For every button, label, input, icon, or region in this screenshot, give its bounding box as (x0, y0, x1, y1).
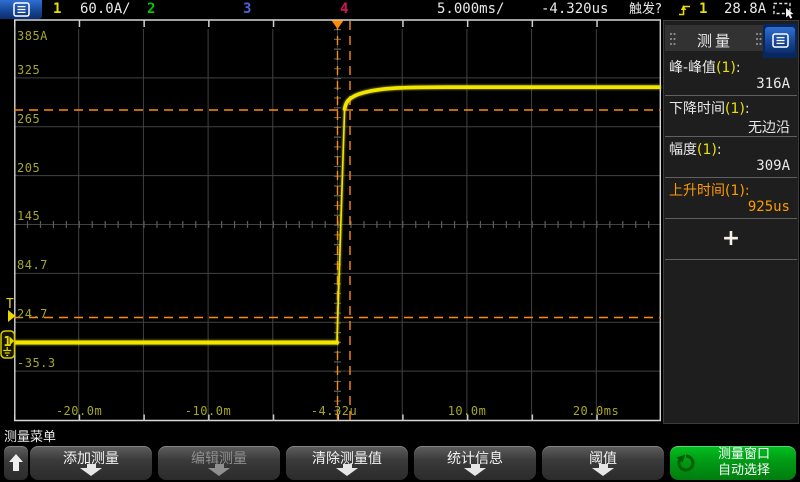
softkey-thresholds[interactable]: 阈值 (542, 446, 664, 480)
y-axis-label: -35.3 (17, 356, 56, 370)
measurement-cursor-lines (14, 21, 661, 420)
y-axis-label: 24.7 (17, 307, 48, 321)
down-arrow-icon (592, 464, 614, 476)
y-axis-label: 84.7 (17, 258, 48, 272)
trigger-level-marker[interactable]: T (6, 297, 16, 322)
softkey-label: 阈值 (589, 451, 617, 467)
down-arrow-icon (464, 464, 486, 476)
x-axis-label: -20.0m (55, 404, 103, 418)
menu-icon (771, 32, 789, 48)
softkey-label: 编辑测量 (191, 451, 247, 467)
softkey-label: 添加测量 (63, 451, 119, 467)
channel1-ground-marker[interactable]: 1 (0, 330, 16, 359)
softkey-label: 测量窗口 自动选择 (717, 447, 770, 478)
x-axis-label: -4.32u (310, 404, 358, 418)
channel4-number[interactable]: 4 (340, 1, 349, 17)
selection-cursor-icon[interactable] (772, 1, 798, 19)
delay-readout[interactable]: -4.320us (541, 1, 609, 17)
up-arrow-icon (9, 454, 23, 471)
measurement-label: 幅度(1): (669, 142, 722, 158)
measurement-value: 316A (756, 76, 790, 92)
trigger-level-readout[interactable]: 28.8A (724, 1, 767, 17)
measurement-row-amplitude[interactable]: 幅度(1): 309A (665, 137, 797, 178)
x-axis-label: -10.0m (184, 404, 232, 418)
measurement-list: 峰-峰值(1): 316A 下降时间(1): 无边沿 幅度(1): 309A 上… (665, 55, 797, 260)
down-arrow-icon (208, 464, 230, 476)
add-measurement-button[interactable]: + (665, 219, 797, 260)
trigger-letter: T (6, 297, 14, 312)
softkey-label: 统计信息 (447, 451, 503, 467)
down-arrow-icon (80, 464, 102, 476)
menu-icon (12, 2, 30, 17)
measurement-label: 上升时间(1): (669, 183, 750, 199)
plus-icon: + (721, 226, 741, 251)
main-menu-button[interactable] (0, 0, 42, 19)
channel1-marker-number: 1 (4, 335, 12, 350)
softkey-clear-measurements[interactable]: 清除测量值 (286, 446, 408, 480)
trigger-source[interactable]: 1 (699, 1, 708, 17)
top-status-bar: 1 60.0A/ 2 3 4 5.000ms/ -4.320us 触发? 1 2… (0, 0, 800, 19)
panel-title: 测量 (696, 32, 733, 50)
grip-dots-icon (755, 32, 762, 46)
trigger-slope-icon (679, 5, 690, 16)
softkey-menu-bar: 测量菜单 添加测量 编辑测量 清除测量值 统计信息 阈值 (0, 425, 800, 482)
measurement-value: 309A (756, 158, 790, 174)
panel-menu-button[interactable] (765, 27, 795, 53)
y-axis-label: 325 (17, 63, 41, 77)
menu-back-button[interactable] (4, 446, 28, 480)
softkey-edit-measurement[interactable]: 编辑测量 (158, 446, 280, 480)
cycle-arrow-icon (676, 454, 695, 472)
softkey-add-measurement[interactable]: 添加测量 (30, 446, 152, 480)
softkey-label: 清除测量值 (312, 451, 382, 467)
measurement-panel: 测量 峰-峰值(1): 316A 下 (663, 20, 799, 424)
down-arrow-icon (336, 464, 358, 476)
softkey-statistics[interactable]: 统计信息 (414, 446, 536, 480)
y-axis-label: 385A (17, 29, 48, 43)
channel1-number[interactable]: 1 (53, 1, 62, 17)
panel-menu-tab (763, 24, 797, 58)
measurement-label: 下降时间(1): (669, 101, 750, 117)
grip-dots-icon (669, 32, 676, 46)
trigger-position-marker[interactable] (331, 20, 344, 30)
channel1-waveform (13, 85, 661, 345)
menu-title: 测量菜单 (4, 430, 57, 445)
ground-symbol-icon (3, 347, 12, 357)
measurement-value: 925us (747, 199, 790, 215)
softkey-measurement-window[interactable]: 测量窗口 自动选择 (670, 446, 796, 480)
trigger-status-label: 触发? (629, 2, 662, 17)
measurement-value: 无边沿 (748, 120, 790, 136)
measurement-row-peak-peak[interactable]: 峰-峰值(1): 316A (665, 55, 797, 96)
y-axis-label: 205 (17, 161, 41, 175)
x-axis-label: 10.0m (447, 404, 487, 418)
measurement-label: 峰-峰值(1): (669, 60, 741, 76)
channel1-scale[interactable]: 60.0A/ (80, 1, 131, 17)
channel2-number[interactable]: 2 (147, 1, 156, 17)
y-axis-label: 145 (17, 209, 41, 223)
x-axis-label: 20.0ms (572, 404, 620, 418)
timebase-readout[interactable]: 5.000ms/ (437, 1, 505, 17)
channel3-number[interactable]: 3 (243, 1, 252, 17)
measurement-row-fall-time[interactable]: 下降时间(1): 无边沿 (665, 96, 797, 137)
y-axis-label: 265 (17, 112, 41, 126)
measurement-row-rise-time[interactable]: 上升时间(1): 925us (665, 178, 797, 219)
